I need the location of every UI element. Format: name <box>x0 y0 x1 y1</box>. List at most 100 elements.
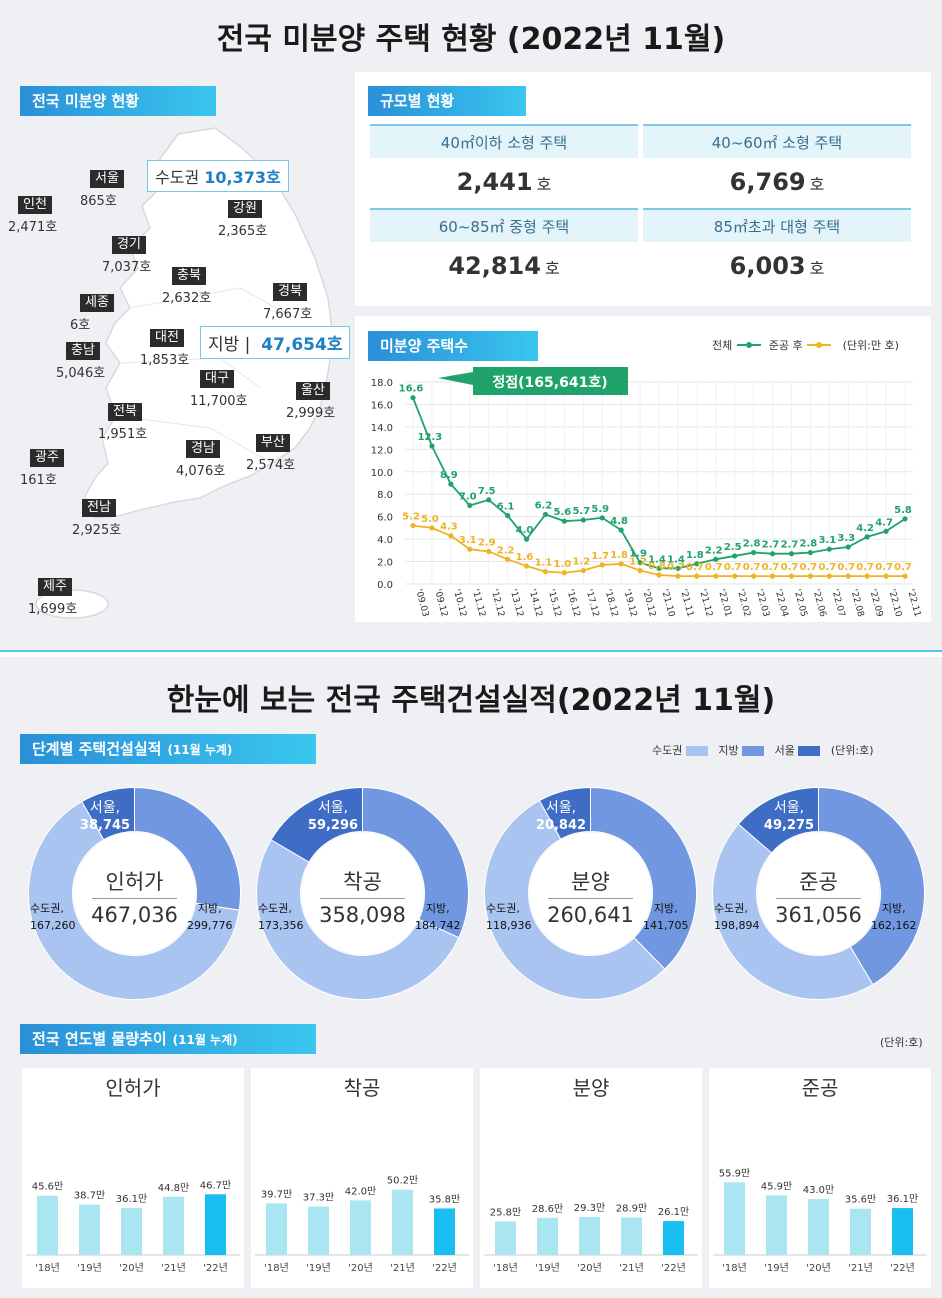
slice-capital <box>818 786 925 986</box>
donut-total: 260,641 <box>547 903 634 927</box>
local-name: 지방, <box>197 902 222 915</box>
year-tick-label: '21년 <box>619 1262 644 1274</box>
year-bar <box>892 1208 913 1255</box>
map-region-value: 11,700호 <box>190 394 248 409</box>
data-point <box>542 569 549 575</box>
data-label: 0.7 <box>724 562 742 573</box>
x-tick-label: '22.01 <box>716 588 733 618</box>
map-region-value: 2,365호 <box>218 224 268 239</box>
data-label: 8.9 <box>440 470 458 481</box>
page-title: 전국 미분양 주택 현황 (2022년 11월) <box>216 22 726 57</box>
data-point <box>429 443 435 449</box>
yearly-chart-title: 인허가 <box>105 1076 161 1100</box>
year-tick-label: '20년 <box>577 1262 602 1274</box>
yearly-bar-chart: 25.8만 '18년 28.6만 '19년 29.3만 '20년 28.9만 '21년 26.1… <box>484 1202 698 1274</box>
data-label: 5.0 <box>421 514 439 525</box>
korea-map <box>35 127 334 619</box>
data-label: 6.2 <box>535 500 553 511</box>
map-region-value: 865호 <box>80 194 117 209</box>
map-region-label: 강원 <box>228 200 262 218</box>
data-point <box>694 573 700 579</box>
data-point <box>845 544 851 550</box>
data-point <box>826 546 832 552</box>
bar-value-label: 25.8만 <box>490 1206 521 1218</box>
bar-value-label: 39.7만 <box>261 1188 292 1200</box>
donut-unit: (단위:호) <box>830 744 874 757</box>
donut-hole <box>301 832 424 955</box>
slice-seoul-label: 서울, 38,745 <box>75 799 135 835</box>
local-name: 지방, <box>881 902 906 915</box>
year-tick-label: '19년 <box>306 1262 331 1274</box>
data-point <box>713 556 719 562</box>
size-cell-value: 2,441 호 <box>370 158 638 206</box>
bar-value-label: 44.8만 <box>158 1182 189 1194</box>
slice-local <box>484 799 666 1000</box>
y-tick-label: 12.0 <box>371 445 393 456</box>
donut-total: 358,098 <box>319 903 406 927</box>
data-label: 1.4 <box>648 554 666 565</box>
data-point <box>599 515 605 521</box>
data-label: 3.1 <box>459 535 477 546</box>
year-bar <box>163 1196 184 1255</box>
map-region-label: 서울 <box>90 170 124 188</box>
size-cell-label: 40㎡이하 소형 주택 <box>370 124 638 158</box>
map-region-label: 제주 <box>38 578 72 596</box>
data-point <box>883 573 889 579</box>
data-label: 1.1 <box>535 558 553 569</box>
data-label: 3.1 <box>818 535 836 546</box>
year-tick-label: '18년 <box>722 1262 747 1274</box>
data-label: 4.8 <box>610 516 628 527</box>
year-bar <box>308 1206 329 1255</box>
slice-seoul-label: 서울, 20,842 <box>531 799 591 835</box>
data-label: 0.7 <box>894 562 912 573</box>
map-region-value: 1,853호 <box>140 353 190 368</box>
year-bar <box>37 1195 58 1255</box>
donut-divider <box>92 898 177 899</box>
map-region-label: 경기 <box>112 236 146 254</box>
data-point <box>486 548 492 555</box>
year-bar <box>850 1208 871 1255</box>
x-tick-label: '14.12 <box>527 588 544 618</box>
local-name: 지방, <box>425 902 450 915</box>
x-tick-label: '21.11 <box>678 588 695 618</box>
slice-local-label: 지방, 184,742 <box>415 900 461 934</box>
yearly-bar-chart: 45.6만 '18년 38.7만 '19년 36.1만 '20년 44.8만 '21년 46.7… <box>26 1179 240 1274</box>
year-bar <box>808 1199 829 1255</box>
size-tag: 규모별 현황 <box>368 86 526 116</box>
capital-value: 173,356 <box>258 919 304 932</box>
chart-unit: (단위:만 호) <box>842 339 899 352</box>
section-title: 한눈에 보는 전국 주택건설실적(2022년 11월) <box>166 683 776 718</box>
donut-hole <box>529 832 652 955</box>
map-region-label: 부산 <box>256 434 290 452</box>
map-region-label: 전남 <box>82 499 116 517</box>
yearly-chart-title: 준공 <box>801 1076 839 1100</box>
size-cell: 60~85㎡ 중형 주택 42,814 호 <box>370 208 638 290</box>
peak-callout: 정점(165,641호) <box>492 374 607 391</box>
data-label: 5.8 <box>894 505 912 516</box>
data-label: 4.0 <box>516 525 534 536</box>
data-label: 0.7 <box>667 562 685 573</box>
data-point <box>618 527 624 533</box>
bar-value-label: 45.6만 <box>32 1181 63 1193</box>
data-label: 1.8 <box>686 550 704 561</box>
bar-value-label: 29.3만 <box>574 1202 605 1214</box>
data-label: 2.8 <box>800 539 818 550</box>
year-tick-label: '19년 <box>77 1262 102 1274</box>
data-label: 2.7 <box>781 540 799 551</box>
data-point <box>807 573 813 579</box>
donut-hole <box>73 832 196 955</box>
data-label: 2.7 <box>762 540 780 551</box>
x-tick-label: '13.12 <box>508 588 525 618</box>
data-point <box>523 563 530 569</box>
year-tick-label: '21년 <box>161 1262 186 1274</box>
bar-value-label: 26.1만 <box>658 1206 689 1218</box>
capital-name: 수도권, <box>486 902 520 915</box>
local-value: 162,162 <box>871 919 917 932</box>
map-region-value: 1,951호 <box>98 427 148 442</box>
x-tick-label: '22.06 <box>810 588 827 618</box>
yearly-tag-note: (11월 누계) <box>172 1033 238 1047</box>
map-region-label: 대전 <box>150 329 184 347</box>
data-point <box>410 395 416 401</box>
seoul-name: 서울, <box>317 800 349 816</box>
data-point <box>694 561 700 567</box>
